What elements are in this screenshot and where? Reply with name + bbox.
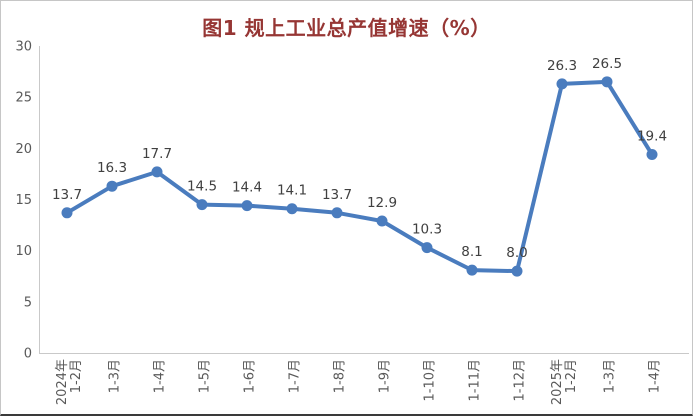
- x-tick-label: 1-4月: [648, 359, 663, 393]
- data-label: 26.5: [592, 56, 622, 72]
- x-tick-label: 1-9月: [378, 359, 393, 393]
- data-label: 17.7: [142, 146, 172, 162]
- data-label: 8.0: [506, 245, 527, 261]
- data-point-marker: [286, 203, 298, 215]
- data-label: 26.3: [547, 58, 577, 74]
- x-tick-label: 1-3月: [108, 359, 123, 393]
- data-point-marker: [196, 199, 208, 211]
- y-tick-label: 20: [15, 142, 32, 157]
- data-point-marker: [241, 200, 253, 212]
- x-tick-label: 1-2月: [69, 359, 84, 393]
- data-label: 14.1: [277, 183, 307, 199]
- data-point-marker: [61, 207, 73, 219]
- data-label: 8.1: [461, 244, 482, 260]
- y-tick-label: 30: [15, 40, 32, 55]
- data-point-marker: [106, 180, 118, 192]
- data-point-marker: [556, 78, 568, 90]
- x-tick-label: 1-4月: [153, 359, 168, 393]
- data-label: 14.5: [187, 179, 217, 195]
- data-label: 13.7: [322, 187, 352, 203]
- y-tick-label: 10: [15, 244, 32, 259]
- data-label: 10.3: [412, 222, 442, 238]
- data-point-marker: [511, 265, 523, 277]
- series-line: [65, 79, 654, 274]
- y-tick-label: 15: [15, 193, 32, 208]
- data-label: 12.9: [367, 195, 397, 211]
- y-tick-label: 25: [15, 91, 32, 106]
- data-label: 13.7: [52, 187, 82, 203]
- y-tick-label: 5: [24, 295, 32, 310]
- x-tick-label: 1-3月: [603, 359, 618, 393]
- data-point-marker: [151, 166, 163, 178]
- data-label: 16.3: [97, 160, 127, 176]
- y-tick-label: 0: [24, 347, 32, 362]
- data-point-marker: [466, 264, 478, 276]
- x-tick-label: 1-11月: [468, 359, 483, 402]
- x-tick-label: 2024年: [55, 359, 70, 405]
- x-tick-label: 2025年: [550, 359, 565, 405]
- x-tick-label: 1-12月: [513, 359, 528, 402]
- data-point-marker: [601, 76, 613, 88]
- data-point-marker: [331, 207, 343, 219]
- x-tick-label: 1-10月: [423, 359, 438, 402]
- data-label: 19.4: [637, 128, 667, 144]
- x-tick-label: 1-7月: [288, 359, 303, 393]
- data-point-marker: [376, 215, 388, 227]
- x-tick-label: 1-6月: [243, 359, 258, 393]
- x-tick-label: 1-2月: [564, 359, 579, 393]
- data-point-marker: [421, 242, 433, 254]
- data-label: 14.4: [232, 180, 262, 196]
- x-tick-label: 1-8月: [333, 359, 348, 393]
- data-point-marker: [646, 148, 658, 160]
- x-tick-label: 1-5月: [198, 359, 213, 393]
- chart-title: 图1 规上工业总产值增速（%）: [202, 16, 491, 40]
